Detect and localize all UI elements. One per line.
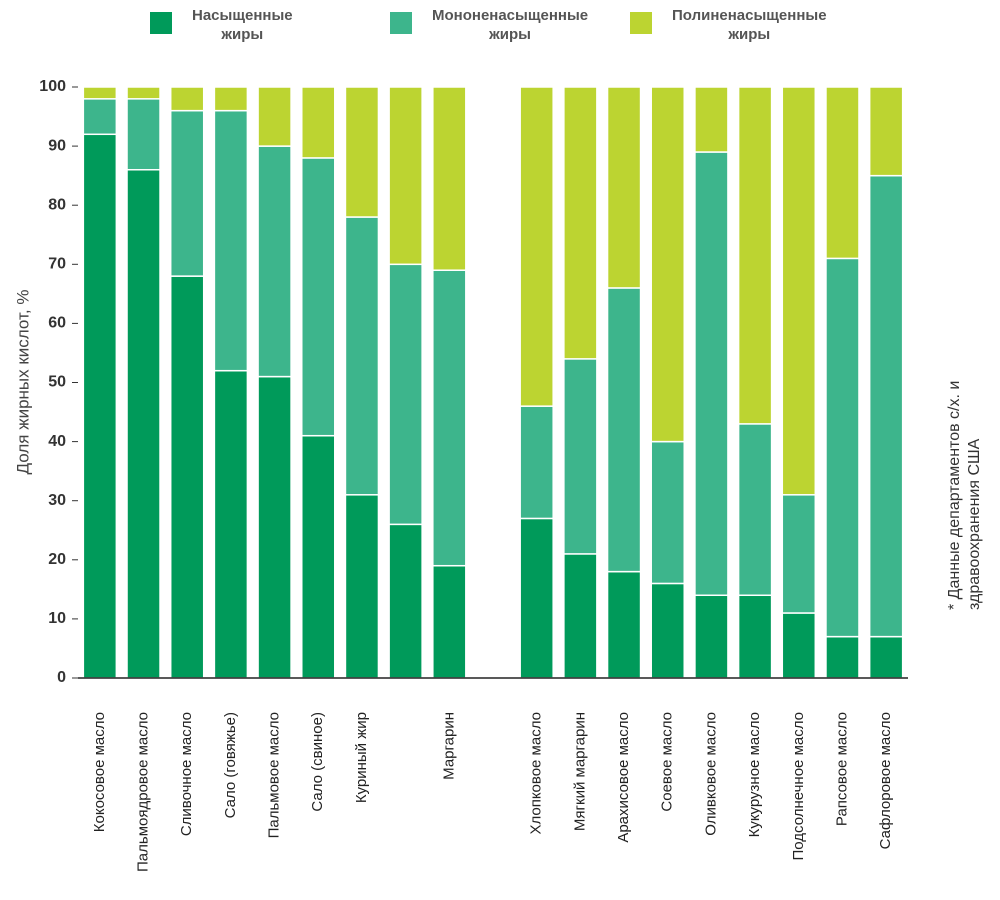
y-tick-label: 20 — [48, 551, 66, 568]
y-tick-label: 70 — [48, 256, 66, 273]
bar-segment — [519, 405, 554, 520]
bar-segment — [737, 423, 773, 597]
bar-segment — [82, 98, 118, 136]
x-tick-label: Мягкий маргарин — [571, 712, 588, 831]
legend-item: Полиненасыщенные жиры — [630, 6, 870, 44]
y-tick-label: 100 — [39, 78, 66, 95]
y-tick-label: 90 — [48, 137, 66, 154]
bar-segment — [213, 86, 249, 112]
y-tick-label: 0 — [57, 669, 66, 686]
legend-swatch — [150, 12, 172, 34]
bar-segment — [257, 375, 292, 679]
y-tick-label: 60 — [48, 315, 66, 332]
x-tick-label: Соевое масло — [659, 712, 676, 812]
y-tick-label: 50 — [48, 374, 66, 391]
bar-segment — [257, 86, 292, 147]
x-tick-label: Рапсовое масло — [833, 712, 850, 826]
bar-segment — [388, 86, 423, 266]
x-tick-label: Сало (свиное) — [309, 712, 326, 812]
bar-segment — [344, 494, 380, 679]
bar-segment — [825, 86, 860, 260]
x-tick-label: Сливочное масло — [178, 712, 195, 836]
x-tick-label: Сало (говяжье) — [222, 712, 239, 818]
bar-segment — [563, 358, 598, 555]
bar-segment — [213, 369, 249, 679]
x-tick-label: Маргарин — [440, 712, 457, 780]
bar-segment — [563, 553, 598, 679]
bar-segment — [694, 86, 729, 153]
x-tick-label: Арахисовое масло — [615, 712, 632, 843]
legend-swatch — [390, 12, 412, 34]
bar-segment — [257, 145, 292, 378]
bar-segment — [432, 86, 467, 271]
bar-segment — [563, 86, 598, 360]
bar-segment — [388, 523, 423, 679]
bar-segment — [519, 517, 554, 679]
x-tick-label: Сафлоровое масло — [877, 712, 894, 849]
x-tick-label: Подсолнечное масло — [790, 712, 807, 860]
bar-segment — [737, 86, 773, 425]
bar-segment — [781, 612, 817, 679]
note: * Данные департаментов с/х. и здравоохра… — [946, 380, 983, 610]
x-tick-label: Кокосовое масло — [91, 712, 108, 832]
bar-segment — [650, 582, 685, 679]
legend: Насыщенные жиры Мононенасыщенные жиры Поли… — [150, 6, 870, 44]
bar-segment — [606, 570, 642, 679]
bar-segment — [388, 263, 423, 526]
bar-segment — [781, 86, 817, 496]
y-tick-label: 40 — [48, 433, 66, 450]
bar-segment — [213, 109, 249, 372]
bar-segment — [694, 594, 729, 679]
y-tick-label: 80 — [48, 196, 66, 213]
bar-segment — [169, 109, 205, 277]
bar-segment — [868, 86, 904, 177]
bar-segment — [126, 168, 161, 679]
bar-segment — [169, 275, 205, 679]
bar-segment — [301, 157, 336, 437]
bar-segment — [432, 269, 467, 567]
bar-segment — [606, 86, 642, 289]
bar-segment — [344, 216, 380, 496]
bar-segment — [126, 98, 161, 171]
bar-segment — [650, 86, 685, 443]
legend-item: Мононенасыщенные жиры — [390, 6, 630, 44]
bar-segment — [344, 86, 380, 218]
legend-label: Насыщенные жиры — [192, 7, 293, 43]
x-tick-label: Пальмовое масло — [266, 712, 283, 838]
bar-segment — [606, 287, 642, 573]
bar-segment — [519, 86, 554, 407]
bar-segment — [825, 257, 860, 638]
x-tick-label: Оливковое масло — [702, 712, 719, 836]
bar-segment — [694, 151, 729, 597]
bar-segment — [650, 440, 685, 585]
legend-label: Полиненасыщенные жиры — [672, 7, 827, 43]
bar-segment — [169, 86, 205, 112]
bar-segment — [868, 635, 904, 679]
bar-segment — [126, 86, 161, 100]
y-tick-label: 10 — [48, 610, 66, 627]
y-axis-label: Доля жирных кислот, % — [13, 290, 32, 475]
bar-segment — [868, 174, 904, 638]
x-tick-label: Хлопковое масло — [528, 712, 545, 835]
x-tick-label: Куриный жир — [353, 712, 370, 803]
bar-segment — [781, 494, 817, 614]
bar-segment — [737, 594, 773, 679]
x-tick-label: Пальмоядровое масло — [134, 712, 151, 872]
bar-segment — [82, 86, 118, 100]
bar-segment — [82, 133, 118, 679]
legend-item: Насыщенные жиры — [150, 6, 390, 44]
y-tick-label: 30 — [48, 492, 66, 509]
x-tick-label: Кукурузное масло — [746, 712, 763, 837]
legend-swatch — [630, 12, 652, 34]
bar-segment — [432, 564, 467, 679]
bar-segment — [301, 86, 336, 159]
legend-label: Мононенасыщенные жиры — [432, 7, 589, 43]
bar-segment — [301, 434, 336, 679]
bar-segment — [825, 635, 860, 679]
